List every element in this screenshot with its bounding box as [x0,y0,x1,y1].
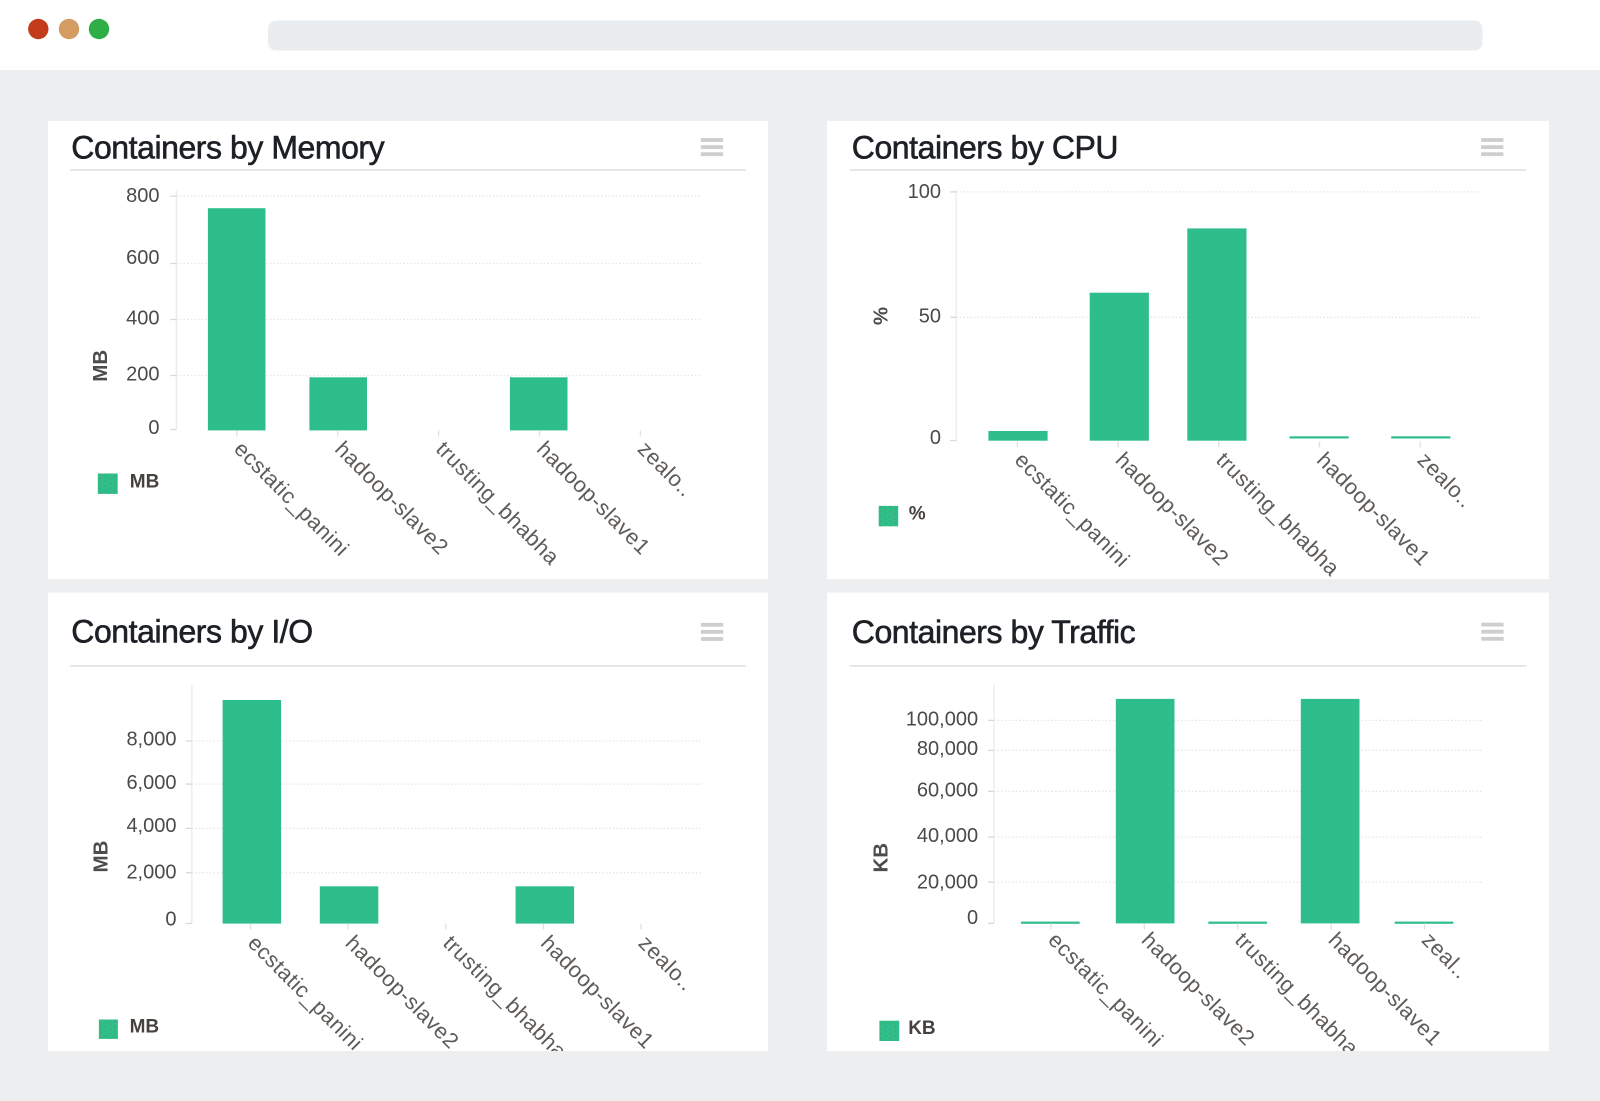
svg-text:%: % [870,307,893,325]
svg-text:80,000: 80,000 [917,738,978,760]
svg-text:KB: KB [908,1018,935,1039]
svg-text:2,000: 2,000 [126,861,176,883]
svg-text:Containers by I/O: Containers by I/O [71,614,312,650]
svg-text:0: 0 [148,417,159,439]
svg-text:60,000: 60,000 [917,779,978,801]
svg-text:100,000: 100,000 [906,708,978,730]
svg-text:MB: MB [89,350,112,382]
svg-text:6,000: 6,000 [126,772,176,794]
svg-text:0: 0 [930,427,941,449]
svg-text:MB: MB [130,1017,160,1038]
svg-text:50: 50 [919,305,941,327]
svg-text:Containers by CPU: Containers by CPU [852,130,1118,166]
svg-text:0: 0 [165,908,176,930]
svg-text:Containers by Traffic: Containers by Traffic [852,614,1136,650]
svg-text:800: 800 [126,185,159,207]
svg-text:%: % [909,503,926,524]
svg-text:400: 400 [126,307,159,329]
svg-text:600: 600 [126,247,159,269]
svg-text:4,000: 4,000 [126,815,176,837]
svg-text:0: 0 [967,907,978,929]
svg-text:100: 100 [908,181,941,203]
svg-text:40,000: 40,000 [917,825,978,847]
svg-text:KB: KB [869,843,892,873]
svg-text:8,000: 8,000 [126,729,176,751]
svg-text:MB: MB [130,471,160,492]
svg-text:200: 200 [126,363,159,385]
svg-text:MB: MB [90,841,113,873]
svg-text:Containers by Memory: Containers by Memory [71,130,384,166]
svg-text:20,000: 20,000 [917,871,978,893]
